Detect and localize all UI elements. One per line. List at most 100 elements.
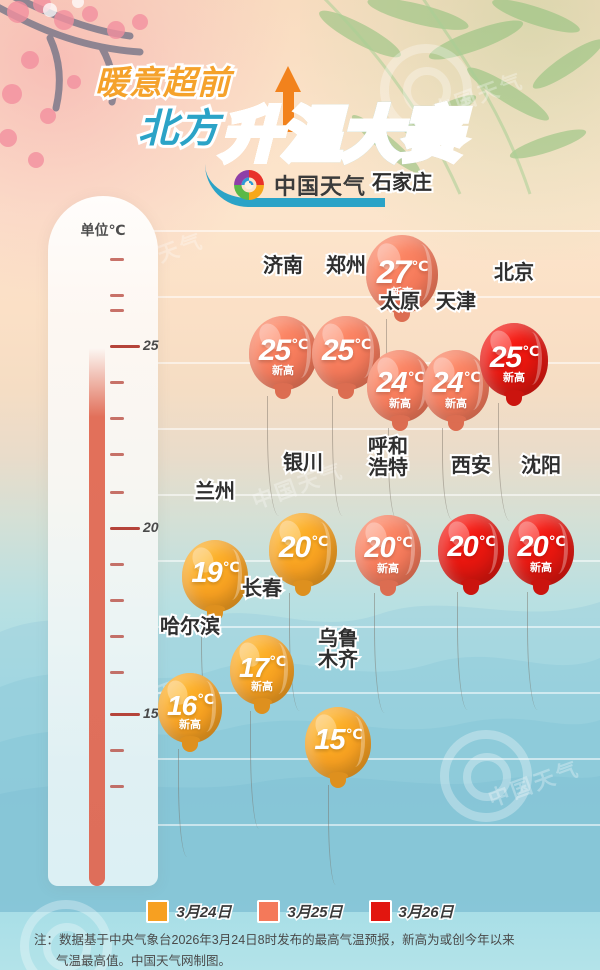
legend-item-1[interactable]: 3月24日 [146, 900, 233, 923]
balloon-shine-arc [394, 523, 416, 576]
balloon-shine-arc [520, 331, 542, 386]
thermometer-mercury [89, 314, 105, 886]
tick-minor [110, 417, 124, 420]
tick-minor [110, 749, 124, 752]
balloon-knot [180, 735, 200, 752]
new-high-badge: 新高 [179, 719, 201, 732]
balloon-8[interactable]: 20℃ 银川 [269, 451, 337, 712]
balloon-10[interactable]: 20℃ 西安 [438, 454, 504, 710]
balloon-knot [293, 580, 313, 597]
balloon-knot [328, 771, 348, 788]
tick-minor [110, 258, 124, 261]
degree-unit: ℃ [548, 532, 566, 549]
tick-marks: 25 20 15 [110, 256, 159, 886]
balloon-body: 17℃ 新高 [230, 635, 294, 705]
balloon-body: 16℃ 新高 [158, 673, 222, 743]
brand-name: 中国天气 [274, 174, 367, 199]
tick-minor [110, 453, 124, 456]
temperature-value: 25 [321, 333, 354, 367]
footnote-line-1: 注：数据基于中央气象台2026年3月24日8时发布的最高气温预报，新高为或创今年… [34, 933, 515, 947]
degree-unit: ℃ [269, 653, 286, 670]
title-tagline: 暖意超前 [93, 62, 233, 104]
tick-major [110, 713, 140, 716]
legend-item-2[interactable]: 3月25日 [257, 900, 344, 923]
balloon-1[interactable]: 27℃ 新高 石家庄 [366, 171, 438, 418]
balloon-shine-arc [289, 324, 311, 379]
degree-unit: ℃ [478, 532, 496, 549]
title-swoosh-decoration [205, 164, 385, 207]
tick-minor [110, 635, 124, 638]
balloon-temperature: 25℃ [249, 334, 317, 368]
balloon-9[interactable]: 20℃ 新高 呼和 浩特 [355, 435, 421, 713]
cma-spiral-logo-icon [234, 170, 264, 200]
balloon-temperature: 20℃ [438, 531, 504, 564]
balloon-5[interactable]: 24℃ 新高 天津 [423, 290, 489, 520]
balloon-temperature: 15℃ [305, 724, 371, 757]
balloon-knot [446, 414, 466, 431]
footnote: 注：数据基于中央气象台2026年3月24日8时发布的最高气温预报，新高为或创今年… [34, 930, 576, 970]
balloon-body: 20℃ [438, 514, 504, 586]
balloon-14[interactable]: 15℃ 乌鲁 木齐 [305, 627, 371, 885]
balloon-knot [252, 697, 272, 714]
tick-minor [110, 671, 124, 674]
temperature-value: 20 [447, 531, 478, 564]
balloon-knot [336, 383, 356, 400]
degree-unit: ℃ [407, 368, 425, 385]
balloon-shine-arc [409, 244, 432, 301]
balloon-knot [205, 604, 225, 621]
balloon-knot [273, 383, 293, 400]
balloon-13[interactable]: 17℃ 新高 长春 [230, 577, 294, 829]
degree-unit: ℃ [291, 335, 308, 352]
temperature-value: 20 [517, 531, 548, 564]
balloon-body: 25℃ 新高 [249, 316, 317, 391]
city-label: 兰州 [193, 480, 237, 505]
city-label: 呼和 浩特 [366, 435, 410, 481]
tick-label: 20 [143, 519, 159, 535]
balloon-shine-arc [344, 715, 366, 768]
temperature-value: 16 [166, 689, 197, 721]
legend-label: 3月26日 [397, 903, 455, 923]
city-label: 银川 [281, 451, 325, 476]
balloon-body: 20℃ [269, 513, 337, 588]
balloon-body: 25℃ 新高 [480, 323, 548, 398]
new-high-badge: 新高 [389, 397, 411, 410]
balloon-2[interactable]: 25℃ 新高 济南 [249, 254, 317, 517]
balloon-body: 24℃ 新高 [423, 350, 489, 422]
balloon-11[interactable]: 20℃ 新高 沈阳 [508, 454, 574, 710]
balloon-temperature: 25℃ [312, 334, 380, 368]
balloon-body: 20℃ 新高 [508, 514, 574, 586]
balloon-string [442, 427, 457, 520]
up-arrow-icon [275, 66, 301, 92]
tick-minor [110, 381, 124, 384]
balloon-body: 19℃ [182, 540, 248, 612]
balloon-temperature: 17℃ [230, 652, 294, 684]
balloon-12[interactable]: 16℃ 新高 哈尔滨 [158, 615, 222, 857]
balloon-3[interactable]: 25℃ 郑州 [312, 254, 380, 517]
legend-swatch [368, 900, 392, 923]
balloon-6[interactable]: 25℃ 新高 北京 [480, 261, 548, 522]
temperature-value: 25 [489, 340, 522, 374]
balloon-temperature: 27℃ [366, 254, 438, 291]
balloon-4[interactable]: 24℃ 新高 太原 [367, 290, 433, 520]
unit-label: 单位℃ [80, 222, 126, 238]
balloon-knot [378, 579, 398, 596]
new-high-badge: 新高 [377, 562, 399, 575]
balloon-shine-arc [221, 548, 243, 601]
header: 暖意超前 北方 升温大赛 [0, 44, 600, 214]
degree-unit: ℃ [395, 533, 413, 550]
tick-minor [110, 785, 124, 788]
footnote-line-2: 气温最高值。中国天气网制图。 [56, 953, 232, 968]
city-label: 北京 [492, 261, 536, 286]
city-label: 哈尔滨 [158, 615, 222, 640]
balloon-7[interactable]: 19℃ 兰州 [182, 480, 248, 716]
balloon-temperature: 16℃ [158, 690, 222, 722]
legend-swatch [146, 900, 170, 923]
legend: 3月24日 3月25日 3月26日 [0, 900, 600, 923]
temperature-value: 24 [376, 367, 407, 400]
blossom-branch-icon [0, 0, 148, 168]
legend-item-3[interactable]: 3月26日 [368, 900, 455, 923]
city-label: 郑州 [324, 254, 368, 279]
balloon-body: 27℃ 新高 [366, 235, 438, 314]
balloon-string [498, 403, 515, 522]
